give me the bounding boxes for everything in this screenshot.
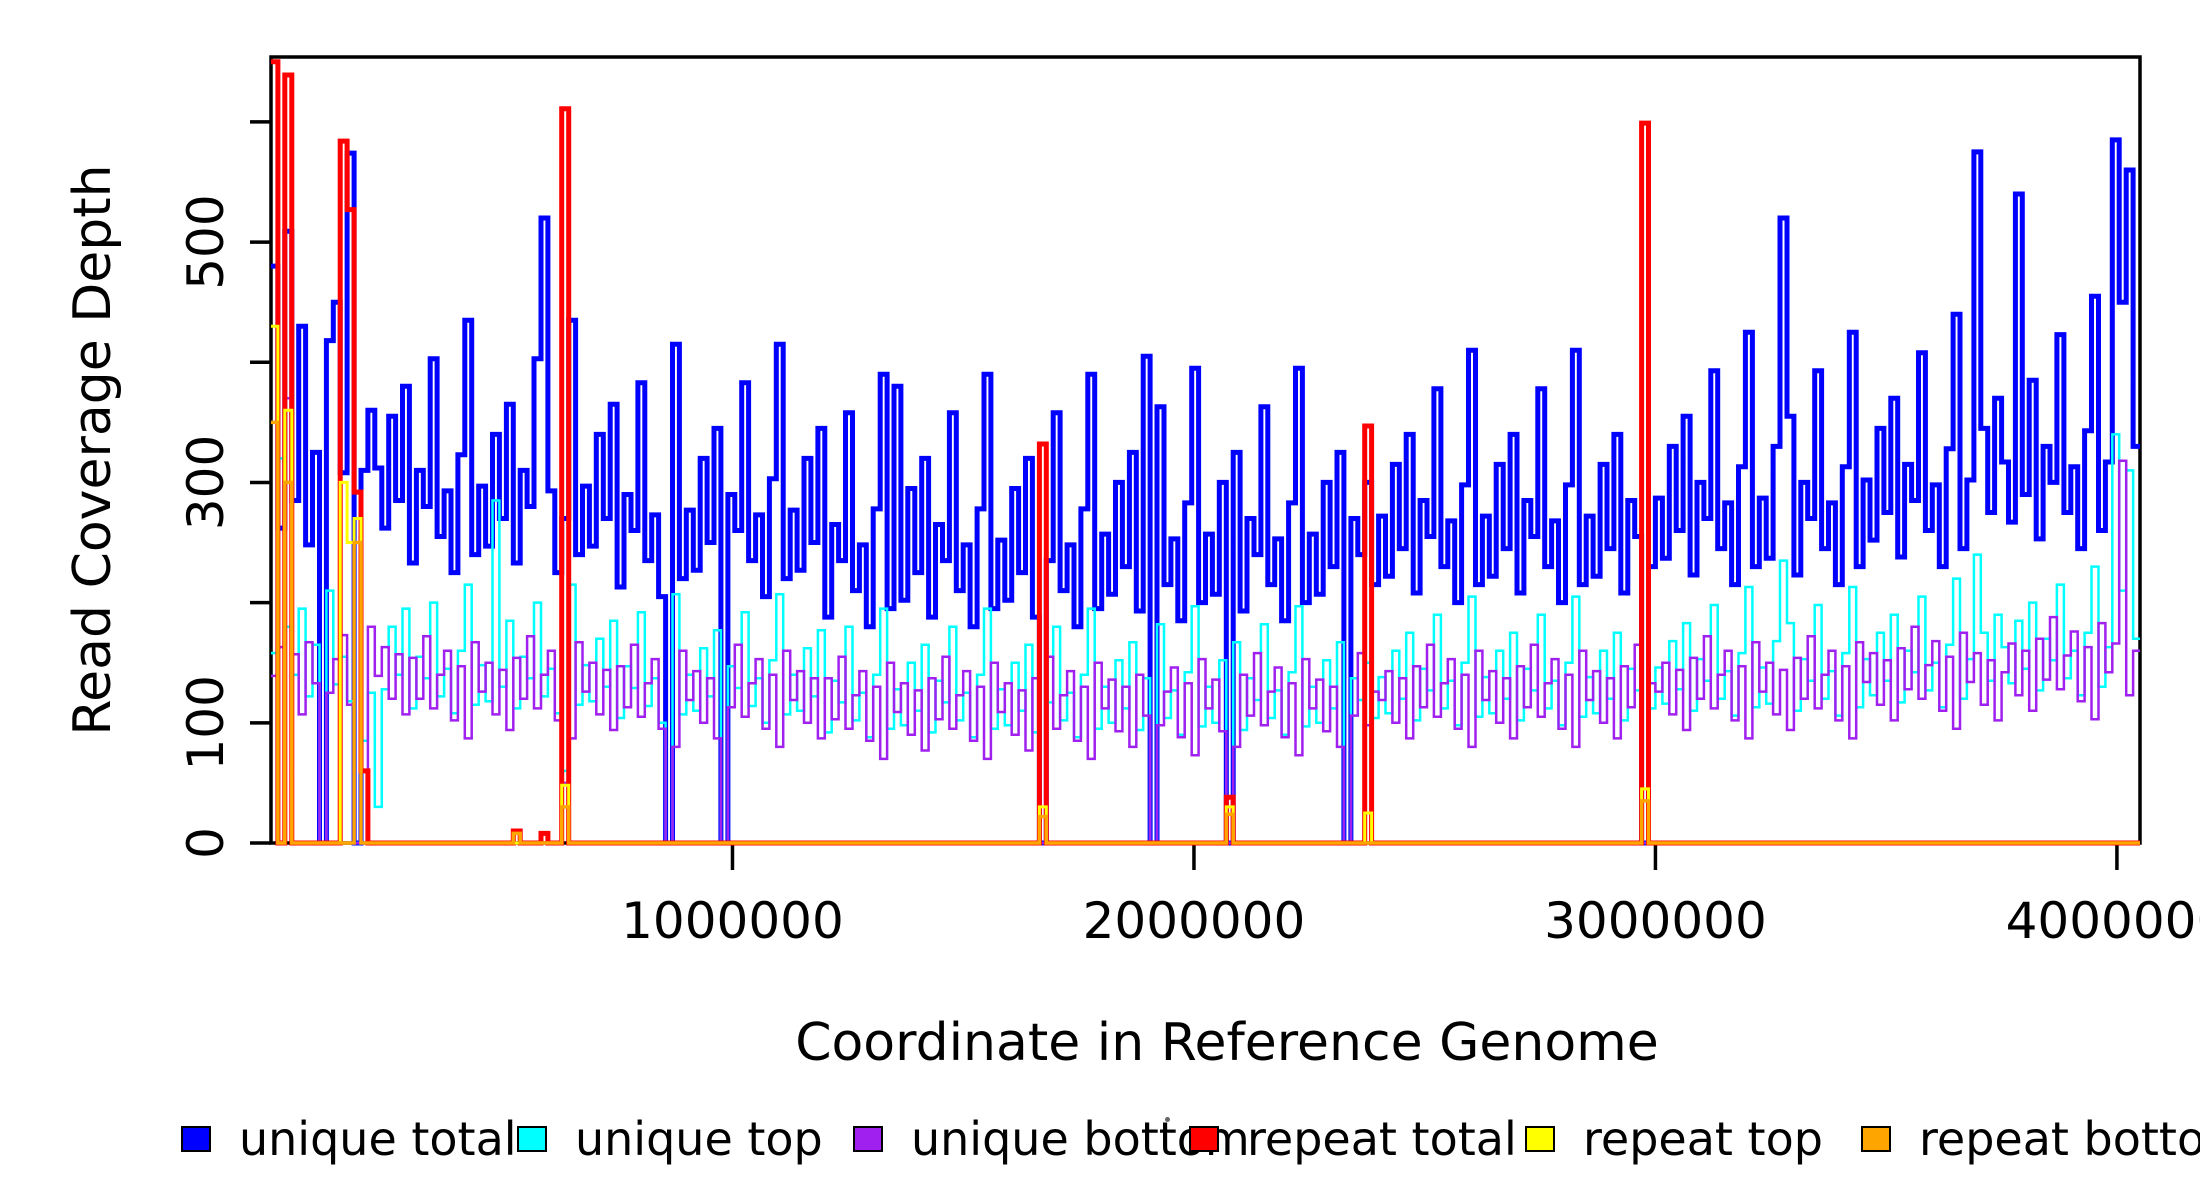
legend-label: unique top	[575, 1112, 823, 1166]
x-tick-label: 3000000	[1544, 892, 1767, 950]
x-tick-label: 1000000	[621, 892, 844, 950]
legend-swatch-unique-bottom	[853, 1126, 883, 1152]
y-axis-title: Read Coverage Depth	[63, 164, 123, 735]
chart-legend: unique total unique top unique bottom repea…	[0, 1108, 2200, 1168]
x-axis-title: Coordinate in Reference Genome	[795, 1013, 1659, 1073]
legend-swatch-repeat-top	[1525, 1126, 1555, 1152]
legend-swatch-unique-total	[181, 1126, 211, 1152]
series-unique-total-path	[271, 137, 2140, 846]
legend-item-repeat-total: repeat total	[1189, 1112, 1517, 1166]
legend-label: repeat total	[1247, 1112, 1517, 1166]
y-tick-label: 0	[177, 827, 235, 859]
legend-item-repeat-bottom: repeat bottom	[1861, 1112, 2200, 1166]
legend-item-unique-total: unique total	[181, 1112, 517, 1166]
x-tick-label: 2000000	[1083, 892, 1306, 950]
y-tick-label: 500	[177, 194, 235, 289]
legend-item-unique-top: unique top	[517, 1112, 823, 1166]
series-unique-bottom-path	[271, 397, 2140, 845]
legend-item-repeat-top: repeat top	[1525, 1112, 1823, 1166]
y-tick-label: 100	[177, 675, 235, 770]
legend-label: unique total	[239, 1112, 517, 1166]
legend-label: repeat bottom	[1919, 1112, 2200, 1166]
legend-swatch-repeat-bottom	[1861, 1126, 1891, 1152]
series-repeat-bottom-path	[271, 420, 2140, 845]
x-tick-label: 4000000	[2006, 892, 2200, 950]
legend-swatch-repeat-total	[1189, 1126, 1219, 1152]
stray-dot-artifact	[1165, 1117, 1170, 1122]
legend-label: repeat top	[1583, 1112, 1823, 1166]
series-unique-top-path	[271, 433, 2140, 845]
legend-swatch-unique-top	[517, 1126, 547, 1152]
y-tick-label: 300	[177, 435, 235, 530]
